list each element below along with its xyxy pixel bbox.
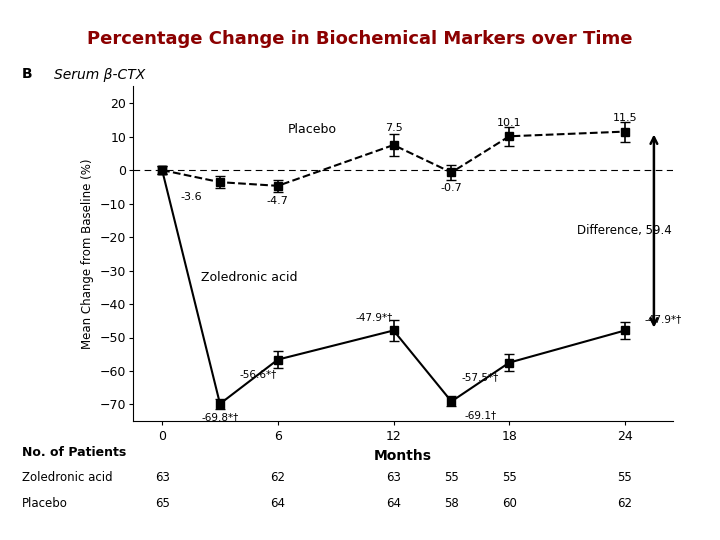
Text: 62: 62 [618,497,632,510]
Text: -4.7: -4.7 [267,196,289,206]
Text: Percentage Change in Biochemical Markers over Time: Percentage Change in Biochemical Markers… [87,30,633,48]
Text: Zoledronic acid: Zoledronic acid [201,271,297,284]
Text: -47.9*†: -47.9*† [356,312,393,322]
Text: -47.9*†: -47.9*† [645,314,682,324]
Text: 64: 64 [270,497,285,510]
Text: Placebo: Placebo [287,124,336,137]
Text: 7.5: 7.5 [384,123,402,133]
Text: 11.5: 11.5 [613,113,637,123]
Text: 10.1: 10.1 [497,118,521,128]
Text: 63: 63 [386,471,401,484]
Text: Difference, 59.4: Difference, 59.4 [577,224,672,237]
Text: -3.6: -3.6 [180,192,202,202]
Text: -69.8*†: -69.8*† [202,412,238,422]
Text: Serum β-CTX: Serum β-CTX [54,68,145,82]
Text: -69.1†: -69.1† [464,410,496,420]
Text: -0.7: -0.7 [441,183,462,192]
Text: -56.6*†: -56.6*† [240,370,277,380]
Text: No. of Patients: No. of Patients [22,446,126,458]
Text: 55: 55 [444,471,459,484]
X-axis label: Months: Months [374,449,432,463]
Text: 58: 58 [444,497,459,510]
Text: 55: 55 [502,471,517,484]
Text: 65: 65 [155,497,170,510]
Text: B: B [22,68,32,82]
Text: 55: 55 [618,471,632,484]
Text: -57.5*†: -57.5*† [462,373,499,383]
Text: 60: 60 [502,497,517,510]
Text: 62: 62 [270,471,285,484]
Y-axis label: Mean Change from Baseline (%): Mean Change from Baseline (%) [81,159,94,349]
Text: 64: 64 [386,497,401,510]
Text: Zoledronic acid: Zoledronic acid [22,471,112,484]
Text: Placebo: Placebo [22,497,68,510]
Text: 63: 63 [155,471,170,484]
